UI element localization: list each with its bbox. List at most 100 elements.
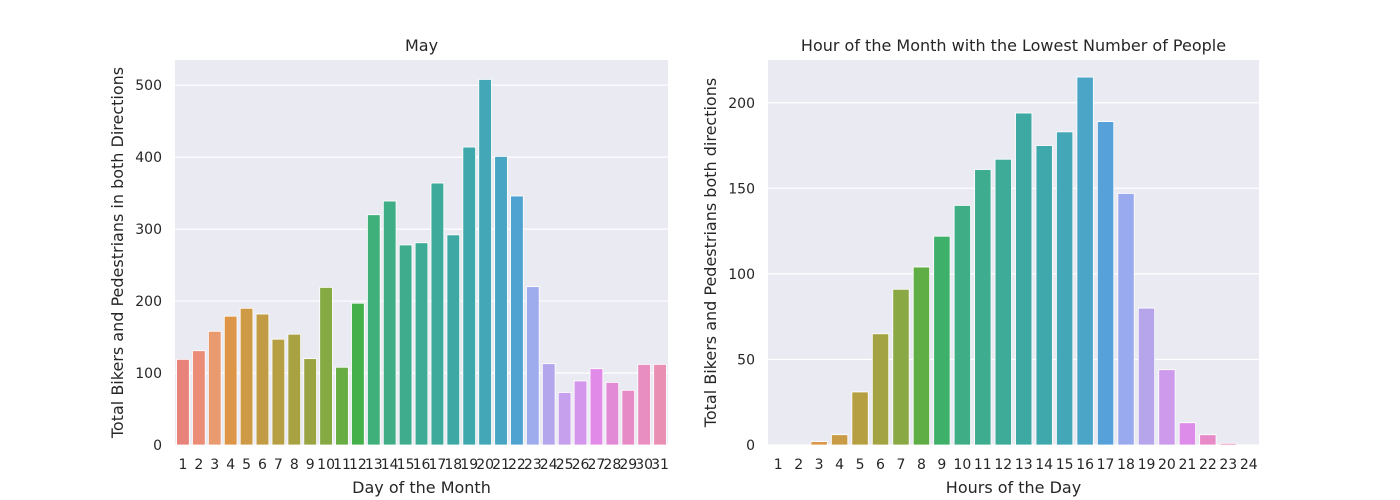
x-tick-label: 19 <box>460 457 478 473</box>
x-tick-label: 7 <box>274 457 283 473</box>
x-tick-label: 17 <box>1097 457 1115 473</box>
x-tick-label: 2 <box>794 457 803 473</box>
x-tick-label: 18 <box>444 457 462 473</box>
bar <box>351 302 365 446</box>
bar <box>810 441 828 446</box>
y-tick-label: 300 <box>135 222 162 238</box>
bar <box>1056 131 1074 446</box>
bar <box>271 338 286 446</box>
x-axis-label: Hours of the Day <box>946 478 1081 497</box>
y-tick-label: 0 <box>746 438 755 454</box>
x-tick-label: 8 <box>290 457 299 473</box>
bar <box>1096 121 1115 446</box>
x-tick-label: 24 <box>540 457 558 473</box>
x-tick-label: 12 <box>994 457 1012 473</box>
x-tick-label: 26 <box>572 457 590 473</box>
x-tick-label: 29 <box>619 457 637 473</box>
bar <box>953 205 971 446</box>
x-tick-label: 27 <box>588 457 606 473</box>
bar <box>526 286 540 446</box>
y-tick-label: 50 <box>737 352 755 368</box>
bar <box>462 146 476 446</box>
bar <box>1015 112 1033 446</box>
x-tick-label: 7 <box>897 457 906 473</box>
bar <box>176 358 190 446</box>
bar <box>851 391 869 446</box>
bar <box>239 307 254 446</box>
x-tick-label: 9 <box>937 457 946 473</box>
y-axis-label: Total Bikers and Pedestrians both direct… <box>701 78 720 428</box>
x-tick-label: 11 <box>974 457 992 473</box>
x-tick-label: 4 <box>226 457 235 473</box>
bar <box>478 79 492 446</box>
x-tick-label: 23 <box>524 457 542 473</box>
bar <box>892 288 910 446</box>
chart-title: Hour of the Month with the Lowest Number… <box>801 36 1226 55</box>
x-tick-label: 3 <box>815 457 824 473</box>
bar <box>255 313 270 446</box>
x-tick-label: 14 <box>381 457 399 473</box>
x-tick-label: 17 <box>428 457 446 473</box>
bar <box>1158 369 1176 446</box>
bar <box>1178 422 1196 446</box>
x-tick-label: 2 <box>194 457 203 473</box>
x-tick-label: 21 <box>492 457 510 473</box>
bar <box>223 315 238 446</box>
bar <box>1137 307 1156 446</box>
bar <box>367 214 381 446</box>
x-tick-label: 25 <box>556 457 574 473</box>
bar <box>398 244 413 446</box>
x-tick-label: 1 <box>178 457 187 473</box>
bar <box>541 363 556 446</box>
x-tick-label: 12 <box>349 457 367 473</box>
bar <box>912 266 931 446</box>
bar <box>1219 442 1237 446</box>
x-tick-label: 21 <box>1178 457 1196 473</box>
bar <box>414 242 429 446</box>
x-tick-label: 6 <box>876 457 885 473</box>
plot-area <box>768 60 1259 445</box>
bar <box>831 434 849 446</box>
y-tick-label: 0 <box>153 438 162 454</box>
x-tick-label: 16 <box>1076 457 1094 473</box>
x-tick-label: 22 <box>508 457 526 473</box>
chart-title: May <box>405 36 438 55</box>
bar <box>430 182 445 446</box>
x-tick-label: 18 <box>1117 457 1135 473</box>
x-tick-label: 8 <box>917 457 926 473</box>
x-tick-label: 10 <box>317 457 335 473</box>
y-tick-label: 200 <box>728 96 755 112</box>
bar <box>446 234 461 446</box>
bar <box>303 358 317 446</box>
bar <box>653 364 667 446</box>
bar <box>589 368 604 446</box>
bar <box>494 156 508 446</box>
x-tick-label: 9 <box>306 457 315 473</box>
y-tick-label: 100 <box>728 267 755 283</box>
bar <box>557 392 572 446</box>
x-tick-label: 15 <box>1056 457 1074 473</box>
x-tick-label: 20 <box>1158 457 1176 473</box>
y-axis-label: Total Bikers and Pedestrians in both Dir… <box>108 67 127 439</box>
x-tick-label: 10 <box>953 457 971 473</box>
bar <box>1076 76 1094 446</box>
bar <box>994 158 1012 446</box>
bar <box>871 333 890 446</box>
bar <box>974 169 992 446</box>
bar <box>637 364 651 446</box>
x-tick-label: 1 <box>774 457 783 473</box>
bar <box>207 330 222 446</box>
x-tick-label: 20 <box>476 457 494 473</box>
x-axis-label: Day of the Month <box>352 478 491 497</box>
x-tick-label: 11 <box>333 457 351 473</box>
y-tick-label: 150 <box>728 181 755 197</box>
x-tick-label: 19 <box>1138 457 1156 473</box>
y-tick-label: 200 <box>135 294 162 310</box>
y-tick-label: 100 <box>135 366 162 382</box>
bar <box>573 380 588 446</box>
x-tick-label: 13 <box>365 457 383 473</box>
x-tick-label: 4 <box>835 457 844 473</box>
